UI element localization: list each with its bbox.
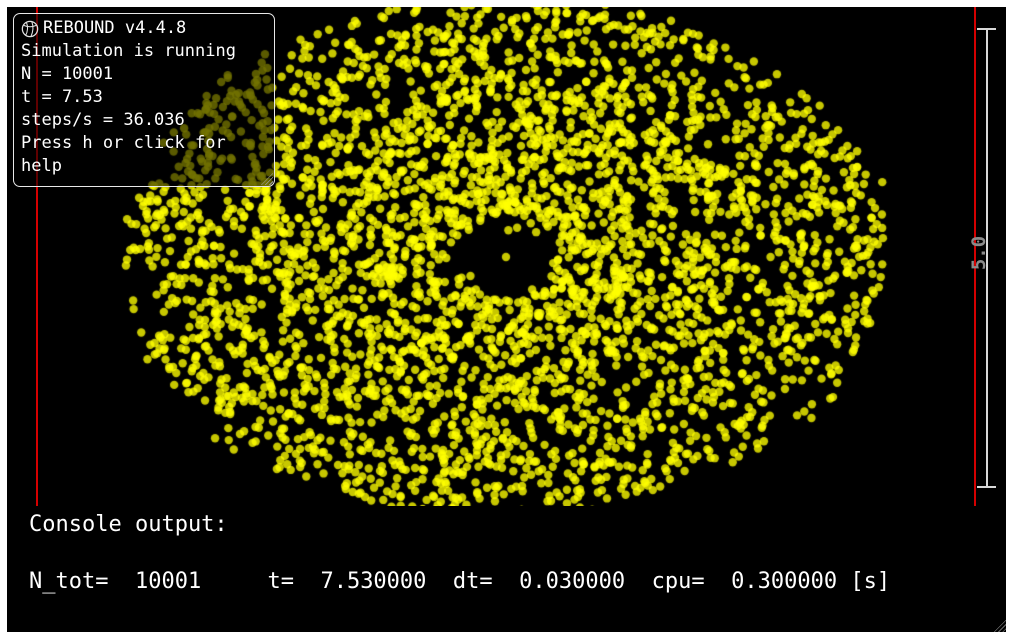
- info-overlay[interactable]: REBOUND v4.4.8 Simulation is running N =…: [13, 13, 275, 187]
- console-line: N_tot= 10001 t= 7.530000 dt= 0.030000 cp…: [29, 567, 890, 597]
- cpu-unit: [s]: [850, 569, 891, 594]
- info-title-row: REBOUND v4.4.8: [21, 17, 274, 40]
- scale-bar: [977, 28, 997, 488]
- rebound-viewer: 5.0 REBOUND v4.4.8 Simulation is running…: [7, 7, 1006, 632]
- t-value: 7.530000: [320, 569, 427, 594]
- help-hint: Press h or click for: [21, 133, 226, 153]
- t-label: t=: [267, 569, 294, 594]
- scale-bar-bottom-cap: [977, 486, 996, 488]
- scale-bar-stem: [986, 28, 988, 487]
- right-boundary-line: [974, 7, 976, 506]
- sim-time: t = 7.53: [21, 87, 103, 107]
- basketball-icon: [21, 20, 39, 37]
- n-tot-value: 10001: [134, 569, 202, 594]
- console-heading: Console output:: [29, 512, 228, 537]
- console-panel: Console output: N_tot= 10001 t= 7.530000…: [7, 506, 1006, 632]
- left-boundary-line: [36, 7, 38, 506]
- scale-label: 5.0: [968, 235, 990, 271]
- app-title: REBOUND v4.4.8: [43, 18, 187, 38]
- particle-count: N = 10001: [21, 64, 114, 84]
- simulation-view[interactable]: 5.0 REBOUND v4.4.8 Simulation is running…: [7, 7, 1006, 506]
- help-hint-cont: help: [21, 156, 62, 176]
- sim-status: Simulation is running: [21, 41, 236, 61]
- n-tot-label: N_tot=: [29, 569, 109, 594]
- cpu-label: cpu=: [651, 569, 705, 594]
- dt-label: dt=: [452, 569, 493, 594]
- cpu-value: 0.300000: [731, 569, 838, 594]
- steps-per-second: steps/s = 36.036: [21, 110, 185, 130]
- dt-value: 0.030000: [519, 569, 626, 594]
